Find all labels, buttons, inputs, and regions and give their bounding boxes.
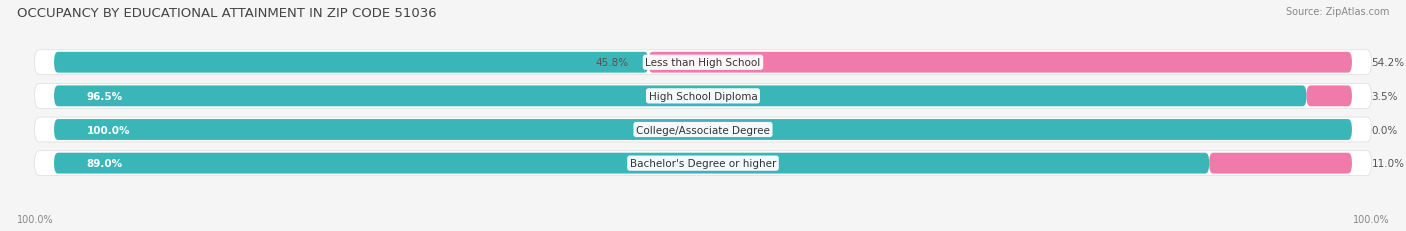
Text: High School Diploma: High School Diploma xyxy=(648,91,758,101)
FancyBboxPatch shape xyxy=(53,153,1209,174)
Text: 45.8%: 45.8% xyxy=(596,58,628,68)
FancyBboxPatch shape xyxy=(1306,86,1353,107)
Text: 3.5%: 3.5% xyxy=(1371,91,1398,101)
Text: 54.2%: 54.2% xyxy=(1371,58,1405,68)
Text: College/Associate Degree: College/Associate Degree xyxy=(636,125,770,135)
FancyBboxPatch shape xyxy=(35,51,1371,75)
FancyBboxPatch shape xyxy=(1209,153,1353,174)
Text: 11.0%: 11.0% xyxy=(1371,158,1405,168)
Text: Bachelor's Degree or higher: Bachelor's Degree or higher xyxy=(630,158,776,168)
Text: 100.0%: 100.0% xyxy=(17,214,53,224)
FancyBboxPatch shape xyxy=(53,86,1306,107)
FancyBboxPatch shape xyxy=(648,53,1353,73)
FancyBboxPatch shape xyxy=(53,53,648,73)
Text: 89.0%: 89.0% xyxy=(87,158,122,168)
Text: Less than High School: Less than High School xyxy=(645,58,761,68)
FancyBboxPatch shape xyxy=(35,118,1371,142)
FancyBboxPatch shape xyxy=(53,120,1353,140)
FancyBboxPatch shape xyxy=(35,84,1371,109)
Text: OCCUPANCY BY EDUCATIONAL ATTAINMENT IN ZIP CODE 51036: OCCUPANCY BY EDUCATIONAL ATTAINMENT IN Z… xyxy=(17,7,436,20)
Text: 96.5%: 96.5% xyxy=(87,91,122,101)
Text: 100.0%: 100.0% xyxy=(87,125,129,135)
Text: 100.0%: 100.0% xyxy=(1353,214,1389,224)
FancyBboxPatch shape xyxy=(35,151,1371,176)
Text: Source: ZipAtlas.com: Source: ZipAtlas.com xyxy=(1285,7,1389,17)
Text: 0.0%: 0.0% xyxy=(1371,125,1398,135)
